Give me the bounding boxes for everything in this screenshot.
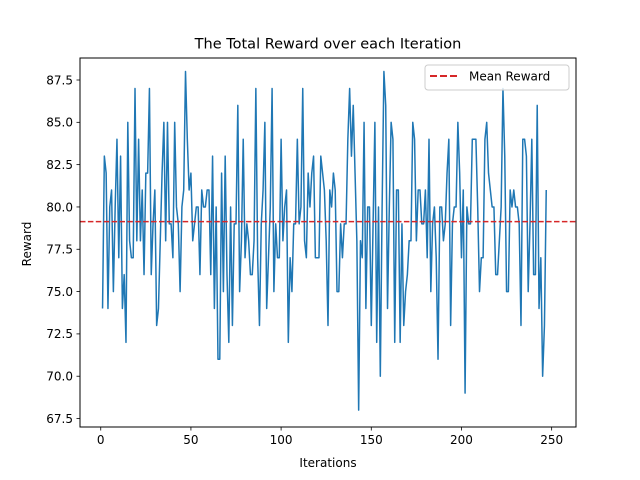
x-axis: 0 50 100 150 200 250	[97, 427, 563, 447]
legend: Mean Reward	[424, 64, 570, 91]
y-tick-label: 70.0	[46, 370, 73, 384]
chart-title: The Total Reward over each Iteration	[194, 37, 462, 53]
y-tick-label: 72.5	[46, 327, 73, 341]
x-tick-label: 50	[183, 433, 198, 447]
y-tick-label: 67.5	[46, 412, 73, 426]
x-tick-label: 0	[97, 433, 105, 447]
x-axis-title: Iterations	[299, 456, 356, 470]
y-axis-title: Reward	[20, 222, 34, 267]
y-tick-label: 82.5	[46, 158, 73, 172]
x-tick-label: 200	[450, 433, 473, 447]
y-tick-label: 77.5	[46, 243, 73, 257]
y-tick-label: 80.0	[46, 200, 73, 214]
legend-box	[424, 64, 570, 91]
plot-frame	[79, 57, 577, 428]
x-tick-label: 250	[540, 433, 563, 447]
reward-series-line	[101, 70, 547, 411]
y-tick-label: 75.0	[46, 285, 73, 299]
legend-label-mean-reward: Mean Reward	[469, 70, 550, 84]
y-tick-label: 85.0	[46, 116, 73, 130]
plot-area	[80, 70, 576, 411]
y-axis: 67.5 70.0 72.5 75.0 77.5 80.0 82.5 85.0 87.5	[46, 73, 80, 426]
x-tick-label: 100	[270, 433, 293, 447]
x-tick-label: 150	[360, 433, 383, 447]
y-tick-label: 87.5	[46, 73, 73, 87]
